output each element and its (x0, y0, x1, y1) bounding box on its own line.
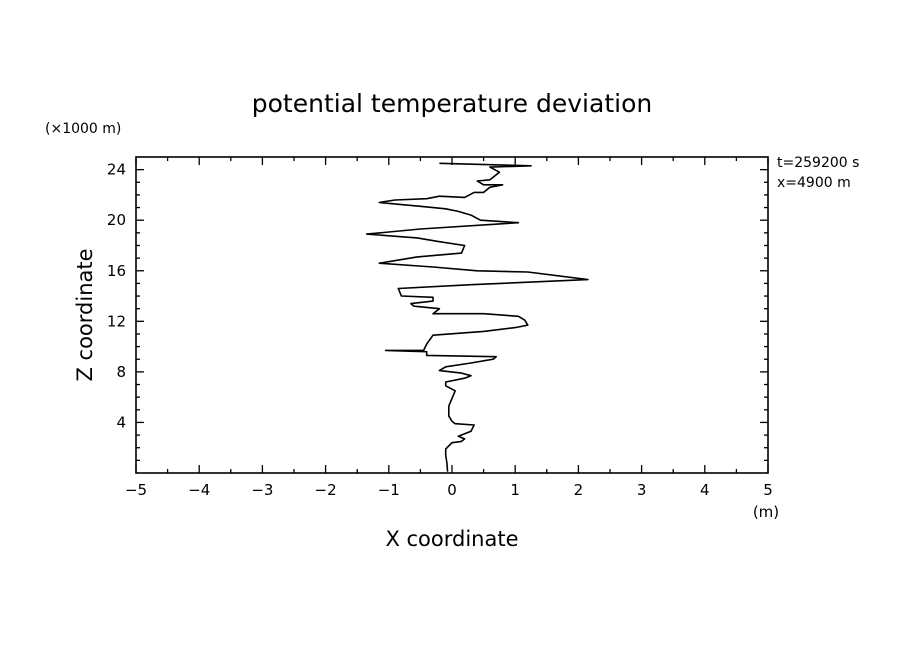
x-tick-label: 4 (700, 481, 710, 499)
x-axis-label: X coordinate (385, 527, 518, 551)
chart-title: potential temperature deviation (252, 89, 652, 118)
y-axis-ticks: 4 8 12 16 20 24 (107, 161, 768, 462)
plot-frame (135, 156, 769, 474)
y-tick-label: 4 (116, 413, 126, 431)
x-tick-label: 5 (763, 481, 773, 499)
x-tick-label: −5 (125, 481, 147, 499)
x-tick-label: 3 (637, 481, 647, 499)
x-tick-label: −4 (188, 481, 210, 499)
x-tick-label: 2 (574, 481, 584, 499)
y-tick-label: 8 (116, 363, 126, 381)
x-tick-label: 1 (510, 481, 520, 499)
annotation-time: t=259200 s (777, 155, 859, 171)
x-tick-label: −2 (315, 481, 337, 499)
y-tick-label: 20 (107, 211, 126, 229)
series-line (365, 162, 589, 472)
x-unit-label: (m) (753, 503, 779, 521)
x-tick-label: 0 (447, 481, 457, 499)
y-tick-label: 12 (107, 312, 126, 330)
y-axis-label: Z coordinate (73, 248, 97, 381)
y-tick-label: 16 (107, 262, 126, 280)
x-tick-label: −3 (251, 481, 273, 499)
x-axis-ticks: −5 −4 −3 −2 −1 0 1 2 3 4 5 (125, 157, 773, 499)
y-tick-label: 24 (107, 161, 126, 179)
x-tick-label: −1 (378, 481, 400, 499)
y-unit-label: (×1000 m) (45, 121, 121, 137)
annotation-position: x=4900 m (777, 175, 851, 191)
